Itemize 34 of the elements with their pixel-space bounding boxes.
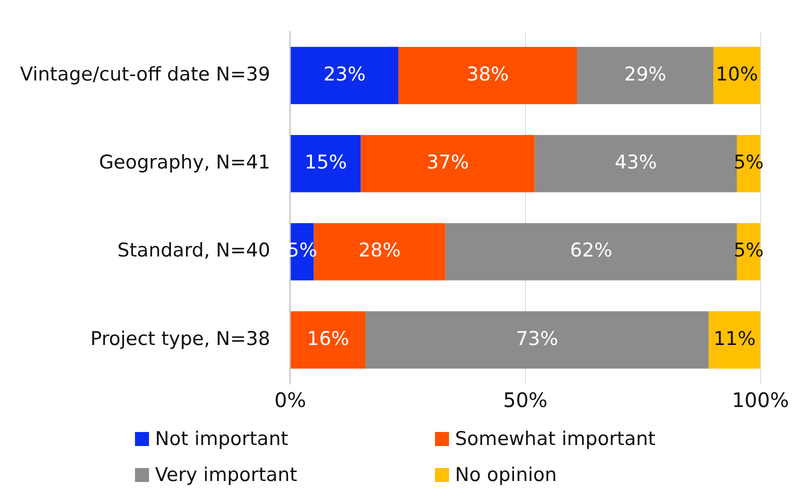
y-tick-label: Standard, N=40	[117, 240, 270, 262]
legend-label: Not important	[155, 428, 288, 450]
bar	[365, 311, 709, 369]
y-tick-label: Project type, N=38	[90, 328, 270, 350]
bar	[577, 46, 714, 104]
bar	[445, 223, 737, 280]
data-label: 16%	[306, 328, 350, 350]
data-label: 73%	[516, 328, 558, 350]
bar	[398, 46, 578, 104]
bar	[713, 46, 760, 104]
data-label: 15%	[304, 152, 347, 174]
bar	[290, 311, 366, 369]
legend-label: Somewhat important	[455, 428, 656, 450]
data-label: 38%	[466, 63, 509, 86]
bar	[290, 134, 361, 192]
bar	[708, 311, 760, 369]
data-label: 23%	[323, 63, 366, 86]
data-label: 43%	[614, 152, 657, 174]
bar	[534, 134, 737, 192]
x-tick-label: 100%	[732, 388, 790, 412]
data-label: 11%	[713, 328, 756, 350]
x-tick-label: 0%	[274, 388, 306, 412]
bar	[290, 46, 398, 104]
y-tick-label: Geography, N=41	[98, 152, 270, 174]
legend-label: No opinion	[455, 464, 557, 486]
data-label: 28%	[358, 240, 401, 262]
y-tick-label: Vintage/cut-off date N=39	[20, 63, 270, 86]
x-tick-label: 50%	[503, 388, 548, 412]
legend-label: Very important	[155, 464, 298, 486]
data-label: 29%	[624, 63, 666, 86]
bar	[360, 134, 535, 192]
data-label: 62%	[570, 240, 612, 262]
data-label: 37%	[426, 152, 469, 174]
data-label: 10%	[716, 63, 758, 86]
